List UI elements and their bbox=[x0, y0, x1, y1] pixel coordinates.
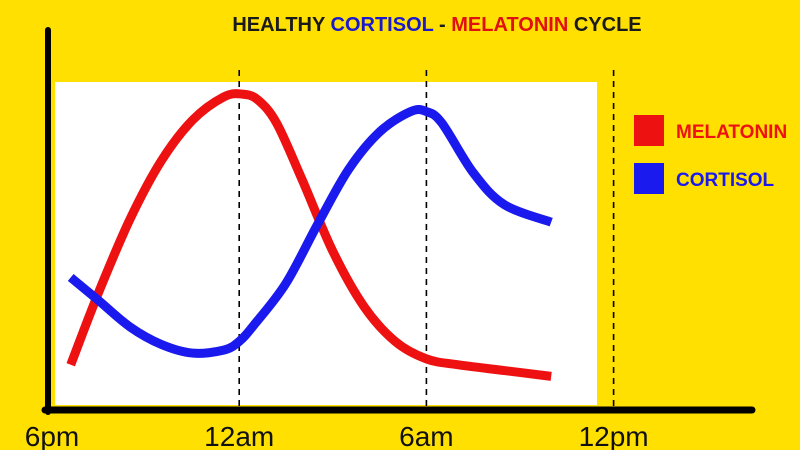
series-layer bbox=[66, 89, 553, 381]
chart-title-part: CYCLE bbox=[568, 14, 641, 36]
x-tick-label: 6pm bbox=[25, 421, 79, 450]
legend-swatch bbox=[634, 115, 664, 146]
series-line-cortisol bbox=[67, 105, 553, 358]
chart-title: HEALTHY CORTISOL - MELATONIN CYCLE bbox=[232, 14, 641, 36]
chart-title-part: - bbox=[433, 14, 451, 36]
x-tick-label: 12pm bbox=[579, 421, 649, 450]
chart-title-part: HEALTHY bbox=[232, 14, 330, 36]
chart-title-part: MELATONIN bbox=[451, 14, 568, 36]
legend-label: MELATONIN bbox=[676, 122, 787, 143]
legend-swatch bbox=[634, 163, 664, 194]
reference-lines bbox=[238, 70, 615, 408]
x-tick-labels: 6pm 12am 6am 12pm bbox=[25, 421, 649, 450]
chart-title-part: CORTISOL bbox=[331, 14, 434, 36]
series-line-melatonin bbox=[66, 89, 552, 381]
x-tick-label: 6am bbox=[399, 421, 453, 450]
legend: MELATONIN CORTISOL bbox=[634, 115, 787, 194]
legend-label: CORTISOL bbox=[676, 170, 775, 191]
x-tick-label: 12am bbox=[204, 421, 274, 450]
